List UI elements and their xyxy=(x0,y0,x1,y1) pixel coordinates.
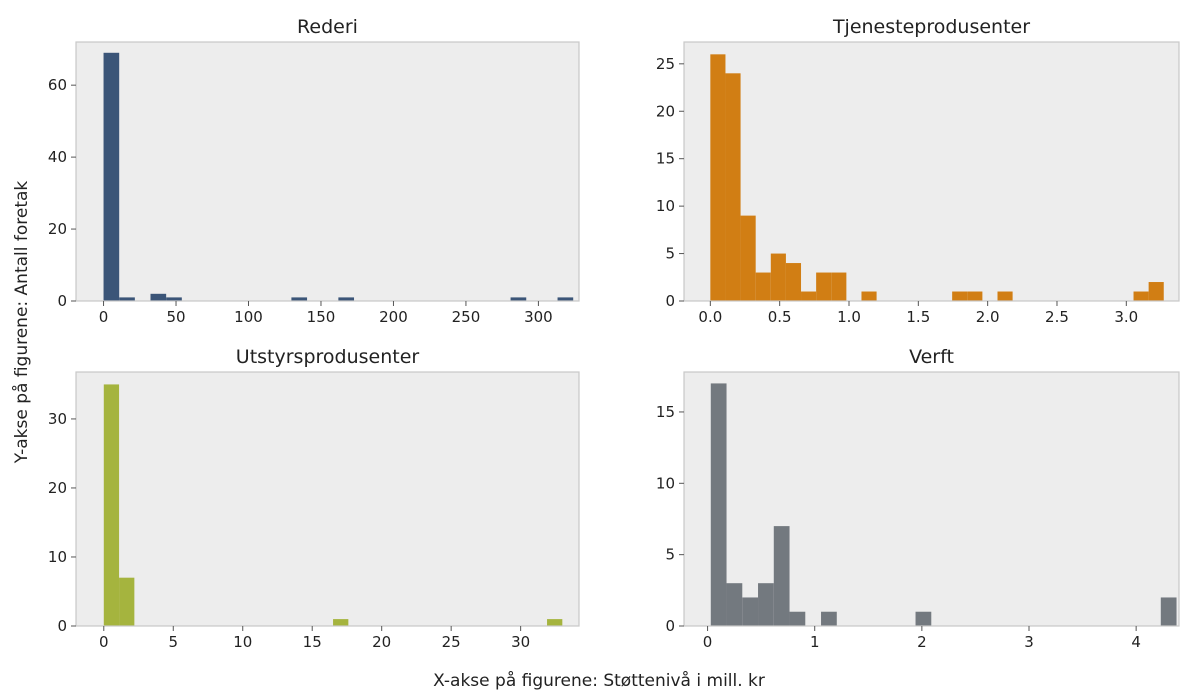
y-tick-label: 10 xyxy=(656,197,675,215)
y-tick-label: 40 xyxy=(48,148,67,166)
histogram-bar xyxy=(952,291,968,301)
figure-x-label: X-akse på figurene: Støttenivå i mill. k… xyxy=(433,670,765,691)
y-tick-label: 10 xyxy=(48,548,67,566)
histogram-bar xyxy=(150,293,167,301)
y-tick-label: 20 xyxy=(656,102,675,120)
x-tick-label: 15 xyxy=(303,633,322,651)
x-tick-label: 25 xyxy=(442,633,461,651)
x-tick-label: 10 xyxy=(233,633,252,651)
x-tick-label: 4 xyxy=(1131,633,1141,651)
histogram-bar xyxy=(789,611,806,626)
x-tick-label: 300 xyxy=(524,308,553,326)
y-tick-label: 20 xyxy=(48,479,67,497)
histogram-bar xyxy=(557,297,574,301)
panel-2: Tjenesteprodusenter 0.0 0.5 1.0 1.5 2.0 2.5 3.0… xyxy=(656,16,1180,326)
y-tick-label: 0 xyxy=(57,617,67,635)
histogram-bar xyxy=(103,384,120,626)
plot-frame xyxy=(683,41,1180,302)
histogram-bar xyxy=(1133,291,1149,301)
y-tick-label: 0 xyxy=(665,617,675,635)
histogram-bar xyxy=(510,297,527,301)
y-tick-label: 5 xyxy=(665,546,675,564)
plot-area xyxy=(684,42,1179,301)
histogram-bar xyxy=(770,253,786,301)
x-tick-label: 0.5 xyxy=(768,308,792,326)
histogram-bar xyxy=(785,263,802,301)
x-tick-label: 5 xyxy=(168,633,178,651)
histogram-bar xyxy=(821,611,837,626)
histogram-bar xyxy=(291,297,308,301)
x-tick-label: 2.0 xyxy=(976,308,1000,326)
histogram-bar xyxy=(338,297,355,301)
figure-y-label: Y-akse på figurene: Antall foretak xyxy=(11,181,32,465)
histogram-bar xyxy=(119,297,135,301)
histogram-bar xyxy=(742,597,759,626)
histogram-bar xyxy=(119,577,135,626)
x-tick-label: 3 xyxy=(1024,633,1034,651)
y-tick-label: 0 xyxy=(665,292,675,310)
x-tick-label: 1.0 xyxy=(837,308,861,326)
histogram-bar xyxy=(333,619,349,626)
panel-title: Rederi xyxy=(297,16,358,38)
x-tick-label: 150 xyxy=(307,308,336,326)
x-tick-label: 250 xyxy=(452,308,481,326)
histogram-bar xyxy=(710,54,726,302)
y-tick-label: 10 xyxy=(656,474,675,492)
panel-3: Utstyrsprodusenter 0 5 10 15 20 25 30 0 10 20 30 xyxy=(48,346,580,651)
histogram-bar xyxy=(1148,282,1164,301)
plot-frame xyxy=(75,41,580,302)
histogram-bar xyxy=(758,583,774,626)
x-tick-label: 0.0 xyxy=(698,308,722,326)
x-tick-label: 1 xyxy=(810,633,820,651)
y-tick-label: 30 xyxy=(48,410,67,428)
y-tick-label: 5 xyxy=(665,245,675,263)
panel-title: Utstyrsprodusenter xyxy=(236,346,420,368)
x-tick-label: 20 xyxy=(372,633,391,651)
x-tick-label: 0 xyxy=(99,633,109,651)
x-tick-label: 2.5 xyxy=(1045,308,1069,326)
x-tick-label: 1.5 xyxy=(906,308,930,326)
panel-title: Tjenesteprodusenter xyxy=(832,16,1030,38)
histogram-bar xyxy=(726,583,743,626)
panel-1: Rederi 0 50 100 150 200 250 300 0 20 40 60 xyxy=(48,16,580,326)
histogram-bar xyxy=(801,291,817,301)
x-tick-label: 30 xyxy=(511,633,530,651)
histogram-bar xyxy=(915,611,932,626)
histogram-bar xyxy=(997,291,1013,301)
x-tick-label: 200 xyxy=(379,308,408,326)
histogram-bar xyxy=(725,73,741,301)
histogram-bar xyxy=(755,272,771,301)
x-tick-label: 0 xyxy=(99,308,109,326)
y-tick-label: 15 xyxy=(656,150,675,168)
histogram-bar xyxy=(166,297,182,301)
histogram-bar xyxy=(967,291,983,301)
histogram-bar xyxy=(740,215,756,301)
y-tick-label: 0 xyxy=(57,292,67,310)
y-tick-label: 25 xyxy=(656,55,675,73)
plot-area xyxy=(76,42,579,301)
histogram-bar xyxy=(103,52,120,301)
y-tick-label: 15 xyxy=(656,403,675,421)
histogram-bar xyxy=(710,383,727,626)
plot-frame xyxy=(683,371,1180,627)
histogram-bar xyxy=(816,272,832,301)
x-tick-label: 100 xyxy=(234,308,263,326)
histogram-bar xyxy=(1160,597,1177,626)
x-tick-label: 2 xyxy=(917,633,927,651)
x-tick-label: 0 xyxy=(703,633,713,651)
histogram-bar xyxy=(861,291,877,301)
y-tick-label: 20 xyxy=(48,220,67,238)
x-tick-label: 50 xyxy=(166,308,185,326)
x-tick-label: 3.0 xyxy=(1114,308,1138,326)
histogram-bar xyxy=(773,526,790,626)
plot-area xyxy=(76,372,579,626)
plot-frame xyxy=(75,371,580,627)
histogram-bar xyxy=(547,619,563,626)
histogram-bar xyxy=(831,272,847,301)
y-tick-label: 60 xyxy=(48,76,67,94)
panel-title: Verft xyxy=(909,346,954,368)
panel-4: Verft 0 1 2 3 4 0 5 10 15 xyxy=(656,346,1180,651)
